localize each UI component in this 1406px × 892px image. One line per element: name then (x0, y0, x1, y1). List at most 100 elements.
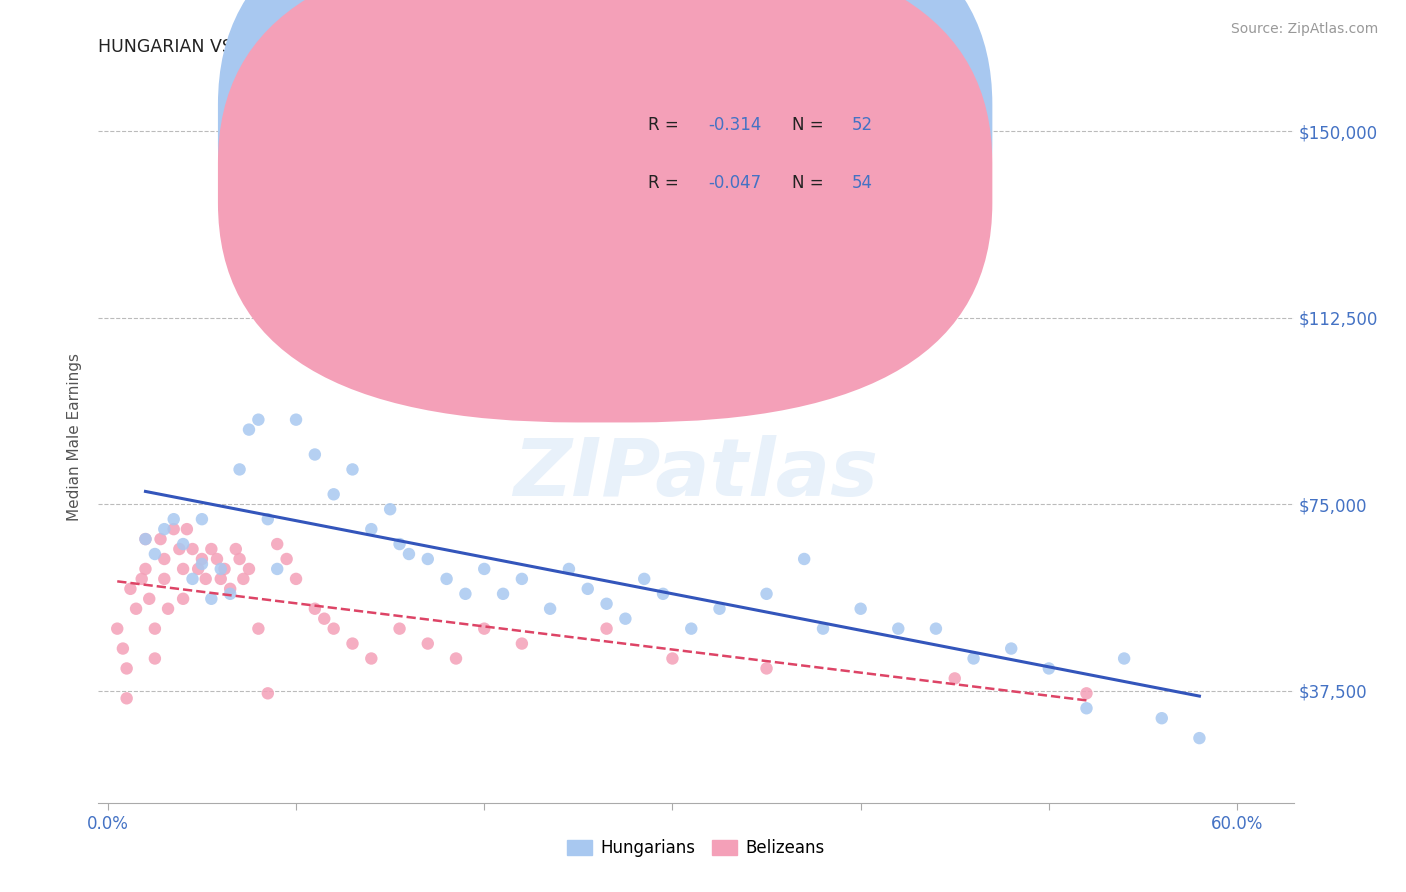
Point (576, 582, 599, 596)
Point (115, 661, 138, 675)
Point (510, 636, 533, 650)
Point (200, 591, 222, 606)
Point (228, 552, 250, 566)
Point (510, 572, 533, 586)
Point (134, 562, 156, 576)
Point (163, 512, 186, 526)
Point (111, 641, 134, 656)
Point (232, 572, 254, 586)
Point (105, 622, 128, 636)
Text: N =: N = (792, 116, 828, 134)
Point (492, 587, 515, 601)
Point (342, 462, 364, 476)
Point (416, 636, 439, 650)
Point (120, 582, 142, 596)
Text: HUNGARIAN VS BELIZEAN MEDIAN MALE EARNINGS CORRELATION CHART: HUNGARIAN VS BELIZEAN MEDIAN MALE EARNIN… (98, 38, 744, 56)
Point (538, 601, 561, 615)
Point (285, 572, 308, 586)
Point (322, 622, 344, 636)
Point (388, 622, 411, 636)
Point (398, 547, 420, 561)
Point (138, 591, 160, 606)
Point (1188, 731, 1211, 745)
Point (266, 562, 288, 576)
Point (131, 572, 153, 586)
Point (755, 587, 778, 601)
Text: N =: N = (792, 174, 828, 193)
Point (943, 672, 966, 686)
Point (228, 462, 250, 476)
Point (157, 601, 180, 615)
Point (1076, 701, 1098, 715)
Point (143, 651, 166, 665)
Point (200, 542, 222, 557)
Point (225, 542, 247, 557)
Point (849, 601, 872, 615)
Point (925, 622, 948, 636)
Point (304, 448, 326, 462)
Point (1150, 711, 1173, 725)
Point (163, 522, 186, 536)
Point (595, 597, 617, 611)
Point (285, 412, 308, 426)
Point (472, 562, 495, 576)
Text: ZIPatlas: ZIPatlas (513, 434, 879, 513)
Point (304, 601, 326, 615)
Point (256, 686, 278, 700)
Point (247, 622, 270, 636)
Point (661, 651, 683, 665)
Point (149, 532, 172, 546)
Point (153, 552, 176, 566)
Point (416, 552, 439, 566)
Text: -0.047: -0.047 (709, 174, 761, 193)
Text: 52: 52 (852, 116, 873, 134)
Point (172, 591, 194, 606)
Point (209, 572, 232, 586)
FancyBboxPatch shape (558, 89, 941, 218)
Point (614, 612, 637, 626)
Text: -0.314: -0.314 (709, 116, 761, 134)
Point (191, 557, 214, 571)
Point (187, 562, 209, 576)
Point (314, 612, 336, 626)
Text: Source: ZipAtlas.com: Source: ZipAtlas.com (1230, 22, 1378, 37)
Point (181, 542, 204, 557)
Point (472, 622, 495, 636)
Point (169, 542, 191, 557)
Point (238, 562, 260, 576)
Point (388, 537, 411, 551)
Point (454, 587, 477, 601)
Point (125, 601, 148, 615)
Point (887, 622, 910, 636)
Point (143, 547, 166, 561)
FancyBboxPatch shape (218, 0, 993, 364)
Point (378, 502, 401, 516)
Point (276, 552, 298, 566)
Point (256, 512, 278, 526)
Point (962, 651, 984, 665)
Point (247, 412, 270, 426)
Point (558, 562, 581, 576)
Point (176, 522, 198, 536)
Point (342, 636, 364, 650)
Point (191, 552, 214, 566)
Point (1038, 661, 1060, 675)
Text: R =: R = (648, 116, 685, 134)
Point (436, 572, 458, 586)
Point (1000, 641, 1022, 656)
Point (444, 651, 467, 665)
Point (172, 537, 194, 551)
Point (633, 572, 655, 586)
Point (191, 512, 214, 526)
Point (181, 572, 204, 586)
FancyBboxPatch shape (218, 0, 993, 423)
Point (681, 622, 703, 636)
Point (1076, 686, 1098, 700)
Point (205, 552, 228, 566)
Y-axis label: Median Male Earnings: Median Male Earnings (67, 353, 83, 521)
Point (115, 691, 138, 706)
Point (143, 622, 166, 636)
Point (314, 124, 336, 138)
Point (238, 423, 260, 437)
Point (652, 587, 675, 601)
